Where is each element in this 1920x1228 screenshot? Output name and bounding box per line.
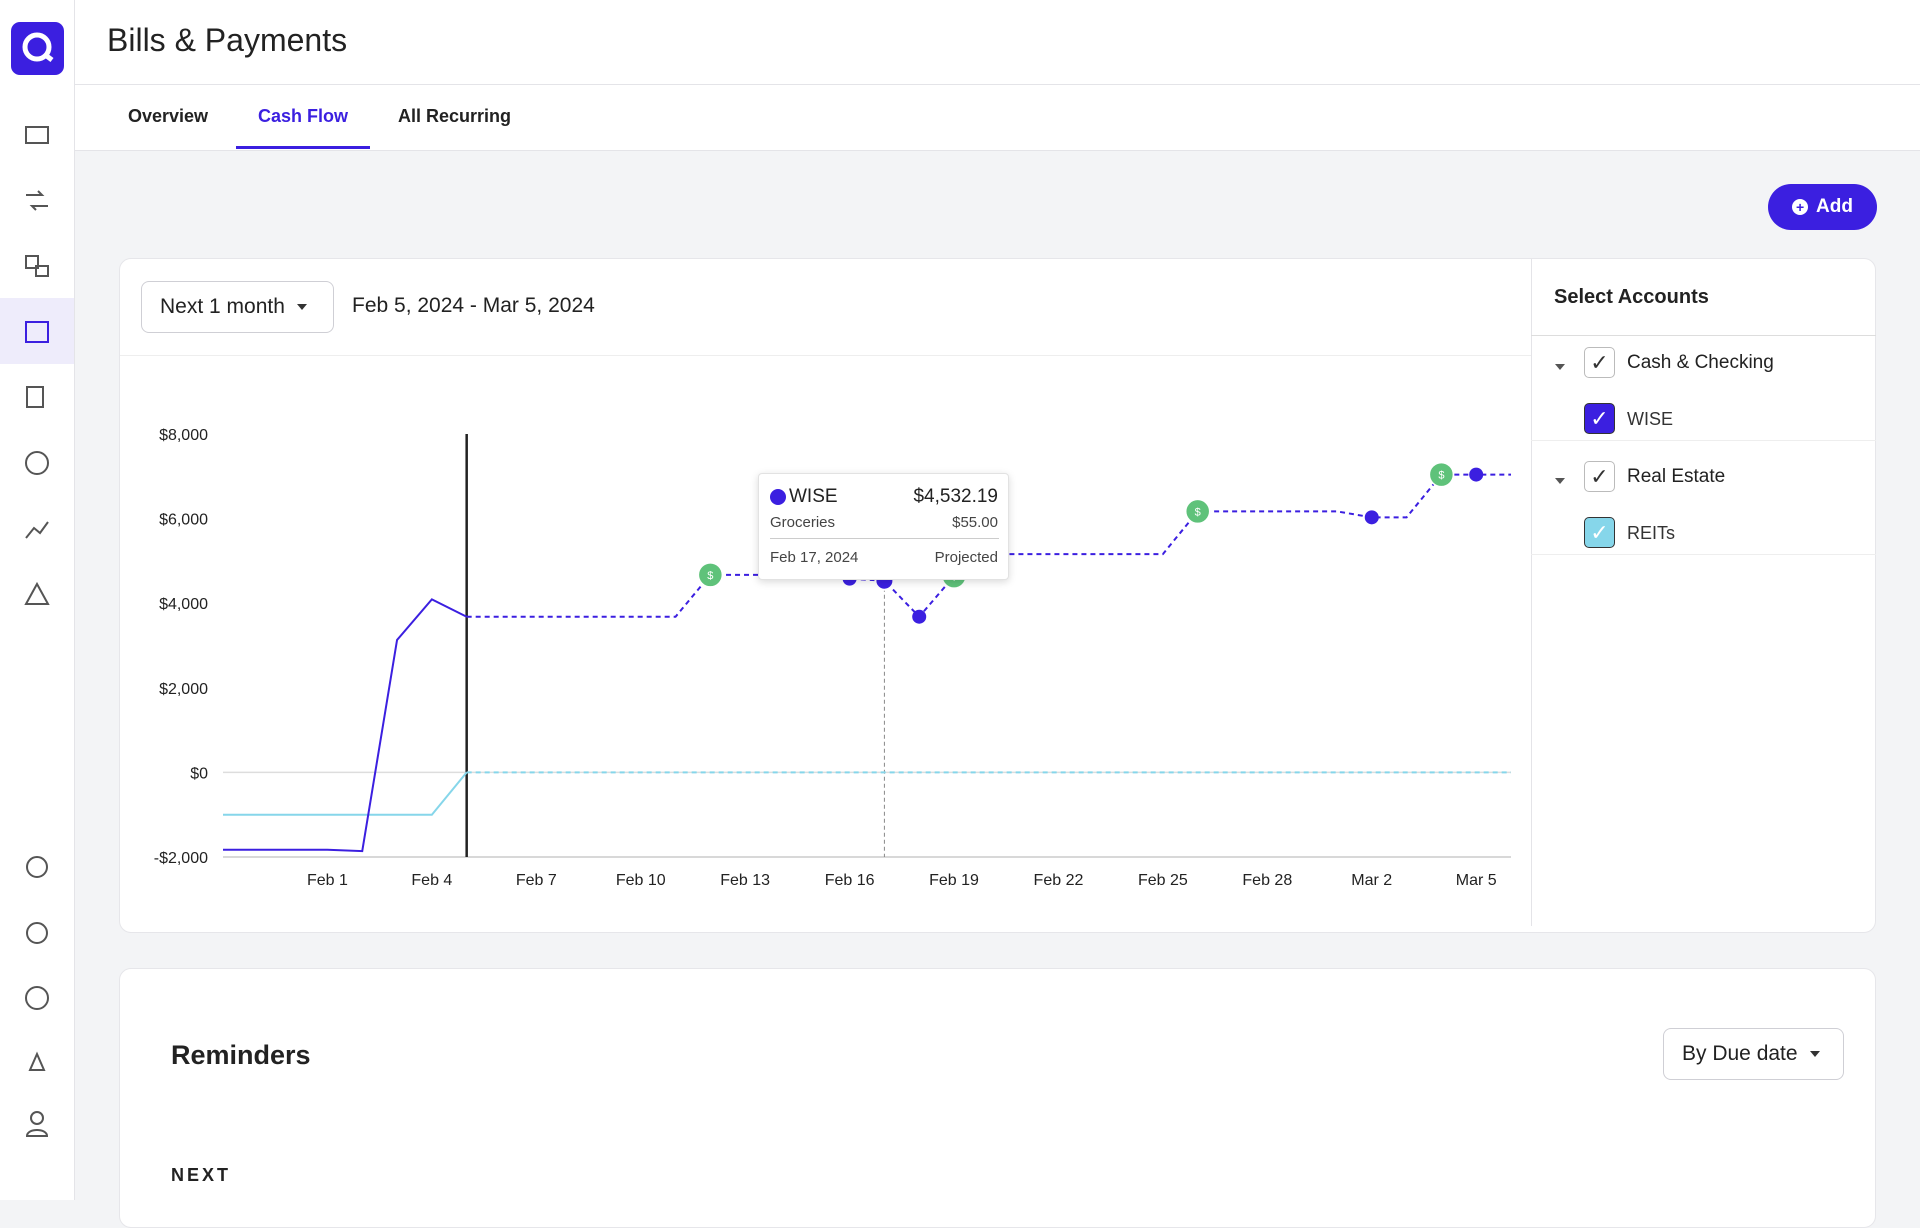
range-select[interactable]: Next 1 month bbox=[141, 281, 334, 333]
x-tick-label: Feb 25 bbox=[1138, 872, 1188, 889]
checkbox[interactable]: ✓ bbox=[1584, 347, 1615, 378]
series-line bbox=[223, 598, 468, 853]
nav-icon[interactable] bbox=[26, 386, 44, 408]
nav-icon[interactable] bbox=[25, 126, 49, 144]
checkbox[interactable]: ✓ bbox=[1584, 461, 1615, 492]
tooltip-date: Feb 17, 2024 bbox=[770, 549, 859, 566]
top-bar: Bills & Payments bbox=[75, 0, 1920, 151]
group-name: Real Estate bbox=[1627, 466, 1726, 487]
bill-marker-label: $ bbox=[1195, 506, 1201, 518]
x-tick-label: Feb 19 bbox=[929, 872, 979, 889]
account-name: REITs bbox=[1627, 523, 1676, 543]
add-button[interactable]: + Add bbox=[1768, 184, 1877, 230]
reminders-title: Reminders bbox=[171, 1040, 311, 1070]
tab[interactable]: Cash Flow bbox=[258, 106, 349, 126]
divider bbox=[1531, 440, 1876, 441]
x-tick-label: Mar 2 bbox=[1351, 872, 1392, 889]
x-tick-label: Feb 10 bbox=[616, 872, 666, 889]
bill-marker bbox=[1184, 498, 1211, 525]
caret bbox=[1555, 364, 1565, 370]
tab-underline bbox=[236, 146, 370, 149]
tooltip-category: Groceries bbox=[770, 514, 836, 531]
bill-marker-label: $ bbox=[1438, 470, 1444, 482]
chart: -$2,000 $0 $2,000 $4,000 $6,000 $8,000 Feb 1 Fe… bbox=[154, 427, 1511, 889]
divider bbox=[770, 538, 999, 539]
x-tick-label: Feb 16 bbox=[825, 872, 875, 889]
caret bbox=[1809, 1051, 1820, 1057]
nav-icon[interactable] bbox=[25, 321, 49, 343]
reminders-card: Reminders By Due date NEXT bbox=[119, 968, 1876, 1228]
series-line bbox=[466, 473, 1511, 619]
x-tick-label: Feb 1 bbox=[307, 872, 348, 889]
account-name: WISE bbox=[1627, 409, 1674, 429]
nav-icon[interactable] bbox=[25, 255, 39, 269]
tab[interactable]: Overview bbox=[128, 106, 209, 126]
nav-icon[interactable] bbox=[25, 986, 49, 1010]
bill-marker-label: $ bbox=[707, 570, 713, 582]
y-tick-label: $4,000 bbox=[159, 596, 208, 613]
tooltip: WISE $4,532.19 Groceries $55.00 Feb 17, … bbox=[758, 473, 1009, 580]
tooltip-status: Projected bbox=[934, 549, 998, 566]
sidebar-icons bbox=[0, 22, 74, 1137]
x-tick-label: Feb 13 bbox=[720, 872, 770, 889]
tooltip-category-amount: $55.00 bbox=[952, 514, 998, 531]
nav-icon[interactable] bbox=[25, 521, 49, 539]
nav-icon[interactable] bbox=[28, 1051, 46, 1071]
logo-mark bbox=[22, 32, 52, 62]
tab[interactable]: All Recurring bbox=[398, 106, 512, 126]
bill-marker bbox=[697, 562, 724, 588]
nav-icon[interactable] bbox=[26, 190, 48, 211]
point bbox=[1469, 467, 1484, 482]
divider bbox=[75, 84, 1920, 85]
nav-icon[interactable] bbox=[26, 922, 48, 944]
nav-icon[interactable] bbox=[35, 265, 49, 277]
sort-label: By Due date bbox=[1682, 1042, 1798, 1065]
section-label: NEXT bbox=[171, 1165, 232, 1185]
divider bbox=[1531, 335, 1876, 336]
y-tick-label: $2,000 bbox=[159, 681, 208, 698]
active-nav-bg bbox=[0, 298, 74, 364]
x-tick-label: Feb 28 bbox=[1242, 872, 1292, 889]
divider bbox=[1531, 554, 1876, 555]
tooltip-dot bbox=[770, 489, 786, 505]
range-label: Next 1 month bbox=[160, 295, 285, 318]
sort-select[interactable]: By Due date bbox=[1663, 1028, 1844, 1080]
series-line bbox=[223, 771, 468, 816]
chart-card: Next 1 month Feb 5, 2024 - Mar 5, 2024 -… bbox=[119, 258, 1876, 933]
x-tick-label: Mar 5 bbox=[1456, 872, 1497, 889]
logo-mark bbox=[42, 52, 54, 62]
y-tick-label: $8,000 bbox=[159, 427, 208, 444]
tooltip-account: WISE bbox=[789, 486, 838, 507]
caret bbox=[296, 304, 307, 310]
y-tick-label: -$2,000 bbox=[154, 850, 208, 867]
x-tick-label: Feb 4 bbox=[411, 872, 452, 889]
nav-icon[interactable] bbox=[26, 856, 48, 878]
x-tick-label: Feb 22 bbox=[1034, 872, 1084, 889]
add-label: Add bbox=[1816, 196, 1853, 217]
bill-marker bbox=[1428, 461, 1455, 488]
date-range: Feb 5, 2024 - Mar 5, 2024 bbox=[352, 294, 595, 317]
sidebar bbox=[0, 0, 75, 1200]
point bbox=[912, 609, 927, 624]
nav-icon[interactable] bbox=[25, 451, 49, 475]
page-title: Bills & Payments bbox=[107, 22, 348, 58]
tooltip-amount: $4,532.19 bbox=[913, 486, 998, 507]
y-tick-label: $6,000 bbox=[159, 512, 208, 529]
nav-icon[interactable] bbox=[25, 1129, 49, 1137]
point bbox=[1364, 510, 1379, 525]
checkbox[interactable]: ✓ bbox=[1584, 403, 1615, 434]
x-tick-label: Feb 7 bbox=[516, 872, 557, 889]
divider bbox=[1531, 259, 1532, 926]
checkbox[interactable]: ✓ bbox=[1584, 517, 1615, 548]
group-name: Cash & Checking bbox=[1627, 352, 1774, 373]
nav-icon[interactable] bbox=[24, 581, 50, 605]
caret bbox=[1555, 478, 1565, 484]
plus-icon: + bbox=[1792, 199, 1809, 215]
divider bbox=[120, 355, 1531, 356]
nav-icon[interactable] bbox=[30, 1111, 44, 1125]
panel-title: Select Accounts bbox=[1554, 286, 1709, 308]
logo[interactable] bbox=[11, 22, 64, 75]
y-tick-label: $0 bbox=[190, 765, 208, 782]
